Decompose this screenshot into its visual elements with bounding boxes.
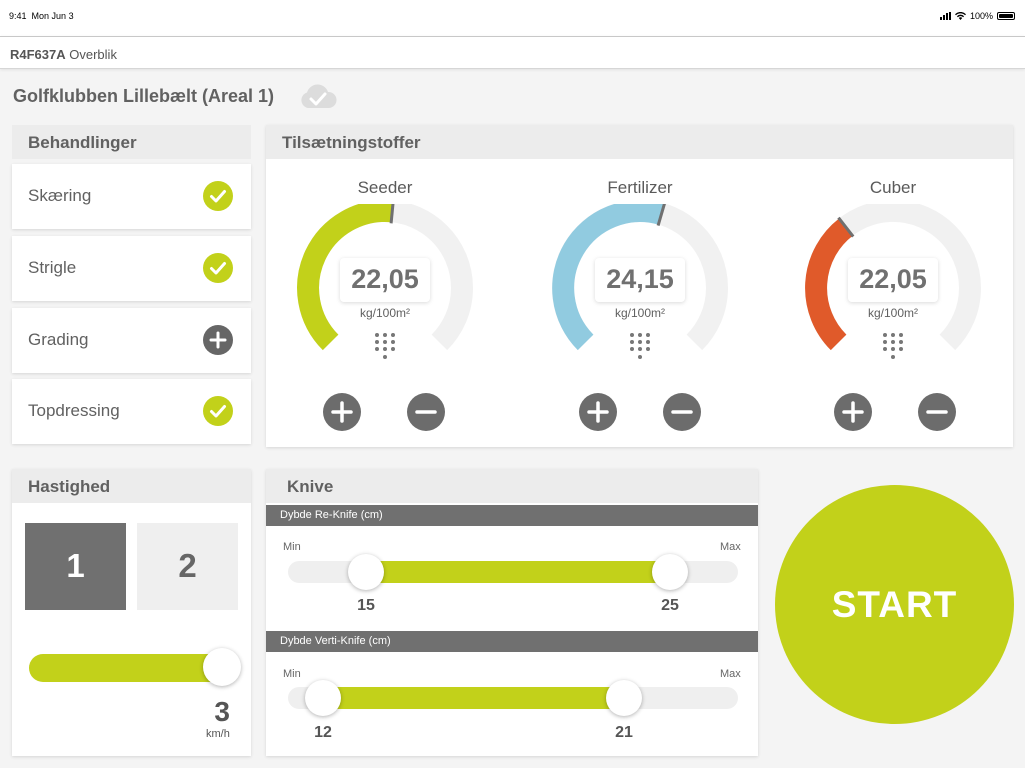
cuber-plus-button[interactable]	[834, 393, 872, 431]
gauge-title: Cuber	[869, 178, 917, 197]
keypad-icon[interactable]	[629, 332, 651, 362]
gauge-title: Fertilizer	[607, 178, 673, 197]
signal-icon	[939, 12, 951, 20]
gauge-value[interactable]: 22,05	[848, 258, 938, 302]
nav-title: R4F637A Overblik	[10, 47, 117, 62]
gauge-needle[interactable]	[837, 216, 855, 238]
gauge-ring[interactable]	[798, 204, 988, 364]
treatment-item-grading[interactable]: Grading	[12, 308, 251, 373]
re-knife-low-thumb[interactable]	[348, 554, 384, 590]
check-icon[interactable]	[203, 181, 233, 211]
fertilizer-minus-button[interactable]	[663, 393, 701, 431]
verti-knife-high-thumb[interactable]	[606, 680, 642, 716]
plus-icon	[587, 401, 609, 423]
re-knife-min-label: Min	[283, 541, 301, 553]
treatments-header-panel: Behandlinger	[12, 125, 251, 159]
verti-knife-low-thumb[interactable]	[305, 680, 341, 716]
seeder-minus-button[interactable]	[407, 393, 445, 431]
re-knife-max-label: Max	[720, 541, 741, 553]
verti-knife-low-value: 12	[314, 724, 332, 741]
treatment-label: Strigle	[28, 258, 77, 277]
keypad-icon[interactable]	[374, 332, 396, 362]
speed-unit: km/h	[206, 728, 230, 740]
minus-icon	[415, 410, 437, 414]
speed-slider-thumb[interactable]	[203, 648, 241, 686]
nav-page-title: Overblik	[69, 47, 117, 62]
gauge-ring[interactable]	[545, 204, 735, 364]
battery-icon	[997, 12, 1015, 20]
plus-icon[interactable]	[203, 325, 233, 355]
gauge-value[interactable]: 22,05	[340, 258, 430, 302]
gauge-needle[interactable]	[389, 204, 395, 224]
status-bar: 9:41 Mon Jun 3 100%	[0, 0, 1025, 36]
gauge-fill	[805, 218, 853, 351]
plus-icon	[331, 401, 353, 423]
speed-slider-fill	[29, 654, 229, 682]
treatments-title: Behandlinger	[12, 125, 251, 159]
wifi-icon	[954, 12, 966, 20]
verti-knife-high-value: 21	[615, 724, 633, 741]
gauge-unit: kg/100m²	[359, 306, 411, 320]
treatment-label: Skæring	[28, 186, 92, 205]
speed-panel: Hastighed	[12, 469, 251, 756]
re-knife-header: Dybde Re-Knife (cm)	[266, 505, 758, 526]
gauge-fill	[552, 204, 665, 351]
speed-title: Hastighed	[12, 469, 251, 503]
machine-id: R4F637A	[10, 47, 66, 62]
plus-icon	[842, 401, 864, 423]
re-knife-high-thumb[interactable]	[652, 554, 688, 590]
area-title: Golfklubben Lillebælt (Areal 1)	[13, 86, 275, 106]
verti-knife-header: Dybde Verti-Knife (cm)	[266, 631, 758, 652]
gauge-unit: kg/100m²	[867, 306, 919, 320]
cuber-minus-button[interactable]	[918, 393, 956, 431]
minus-icon	[926, 410, 948, 414]
verti-knife-max-label: Max	[720, 668, 741, 680]
treatment-label: Topdressing	[28, 401, 120, 420]
treatment-item-topdressing[interactable]: Topdressing	[12, 379, 251, 444]
treatment-item-skaering[interactable]: Skæring	[12, 164, 251, 229]
status-time: 9:41 Mon Jun 3	[9, 11, 74, 21]
speed-value: 3	[214, 696, 230, 727]
additives-title: Tilsætningstoffer	[266, 125, 1013, 159]
gauge-title: Seeder	[357, 178, 413, 197]
gauge-seeder: Seeder 22,05 kg/100m²	[290, 178, 480, 408]
treatment-item-strigle[interactable]: Strigle	[12, 236, 251, 301]
seeder-plus-button[interactable]	[323, 393, 361, 431]
verti-knife-min-label: Min	[283, 668, 301, 680]
speed-button-1[interactable]: 1	[25, 523, 126, 610]
gauge-value[interactable]: 24,15	[595, 258, 685, 302]
keypad-icon[interactable]	[882, 332, 904, 362]
gauge-needle[interactable]	[656, 204, 666, 227]
re-knife-slider-fill	[367, 561, 669, 583]
re-knife-low-value: 15	[357, 597, 375, 614]
gauge-ring[interactable]	[290, 204, 480, 364]
status-indicators: 100%	[939, 11, 1015, 21]
check-icon[interactable]	[203, 253, 233, 283]
minus-icon	[671, 410, 693, 414]
battery-percent: 100%	[969, 11, 993, 21]
fertilizer-plus-button[interactable]	[579, 393, 617, 431]
nav-bar: R4F637A Overblik	[0, 36, 1025, 69]
check-icon[interactable]	[203, 396, 233, 426]
start-button[interactable]: START	[775, 485, 1014, 724]
knives-title: Knive	[266, 469, 758, 503]
gauge-cuber: Cuber 22,05 kg/100m²	[798, 178, 988, 408]
gauge-fertilizer: Fertilizer 24,15 kg/100m²	[545, 178, 735, 408]
cloud-sync-icon[interactable]	[298, 84, 338, 110]
gauge-fill	[297, 204, 393, 351]
verti-knife-slider-fill	[323, 687, 625, 709]
gauge-unit: kg/100m²	[614, 306, 666, 320]
re-knife-high-value: 25	[661, 597, 679, 614]
treatment-label: Grading	[28, 330, 89, 349]
speed-button-2[interactable]: 2	[137, 523, 238, 610]
